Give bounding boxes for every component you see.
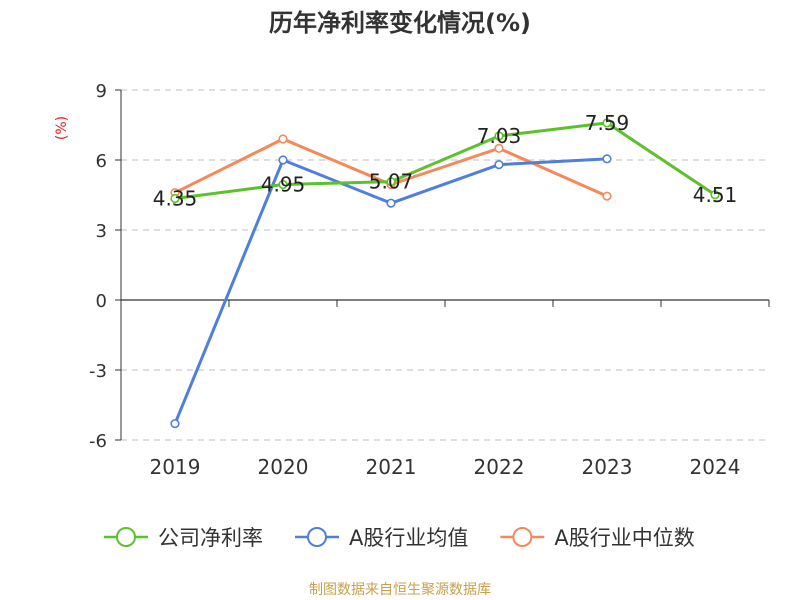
legend-marker-0 <box>116 527 136 547</box>
series-0-point-2023 <box>602 118 612 128</box>
legend-item-1[interactable]: A股行业均值 <box>295 526 468 550</box>
y-tick-label-3: 3 <box>96 221 107 242</box>
data-label-2019: 4.35 <box>153 187 198 211</box>
series-line-1 <box>173 157 609 426</box>
y-tick-label-5: 9 <box>96 81 107 102</box>
legend-item-0[interactable]: 公司净利率 <box>104 526 263 550</box>
legend-label-1: A股行业均值 <box>349 526 468 550</box>
x-tick-label-2023: 2023 <box>582 455 633 479</box>
legend: 公司净利率 A股行业均值 A股行业中位数 <box>104 526 695 550</box>
legend-marker-1 <box>307 527 327 547</box>
x-tick-label-2024: 2024 <box>690 455 741 479</box>
legend-label-0: 公司净利率 <box>158 526 263 550</box>
series-1-point-2019 <box>170 419 180 429</box>
series-1-point-2022 <box>494 160 504 170</box>
y-tick-label-4: 6 <box>96 151 107 172</box>
y-tick-label-2: 0 <box>96 291 107 312</box>
series-line-0 <box>173 121 717 200</box>
x-tick-label-2020: 2020 <box>258 455 309 479</box>
data-label-2022: 7.03 <box>477 124 522 148</box>
series-1-point-2021 <box>386 198 396 208</box>
series-0-point-2020 <box>278 179 288 190</box>
series-1-point-2020 <box>278 155 288 165</box>
series-0-point-2024 <box>710 190 720 200</box>
axes: -6 -3 0 3 6 9 2019 2020 2021 2022 2023 2024 <box>89 81 770 479</box>
series-0 <box>170 118 720 204</box>
x-tick-label-2019: 2019 <box>150 455 201 479</box>
series-0-point-2022 <box>494 131 504 141</box>
series-2-point-2023 <box>602 191 612 201</box>
series-2-point-2022 <box>494 143 504 153</box>
series-2-point-2020 <box>278 134 288 144</box>
series-1-point-2023 <box>602 154 612 164</box>
legend-marker-2 <box>512 527 533 547</box>
x-tick-label-2022: 2022 <box>474 455 525 479</box>
y-tick-label-0: -6 <box>89 431 107 452</box>
data-label-2023: 7.59 <box>585 111 630 135</box>
x-tick-label-2021: 2021 <box>366 455 417 479</box>
series-layer <box>170 118 720 429</box>
series-0-point-2021 <box>386 177 396 187</box>
data-label-2020: 4.95 <box>261 173 306 197</box>
grid-lines <box>121 89 769 441</box>
y-axis-label: (%) <box>54 116 70 140</box>
data-label-2021: 5.07 <box>369 170 414 194</box>
chart-title: 历年净利率变化情况(%) <box>269 9 531 37</box>
series-0-point-2019 <box>170 193 180 204</box>
legend-item-2[interactable]: A股行业中位数 <box>500 526 695 550</box>
data-labels: 4.35 4.95 5.07 7.03 7.59 4.51 <box>153 111 738 211</box>
source-note: 制图数据来自恒生聚源数据库 <box>309 582 491 598</box>
y-tick-label-1: -3 <box>89 361 107 382</box>
series-1 <box>170 154 612 429</box>
legend-label-2: A股行业中位数 <box>554 526 694 550</box>
data-label-2024: 4.51 <box>693 183 738 207</box>
